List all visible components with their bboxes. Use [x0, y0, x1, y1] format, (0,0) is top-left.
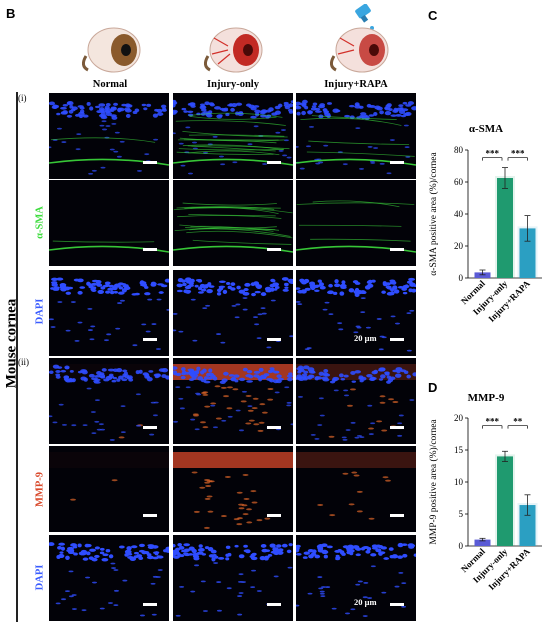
- scale-bar: [390, 161, 404, 164]
- scale-bar: [143, 248, 157, 251]
- chart-c-significance-label: ***: [511, 149, 525, 159]
- micrograph-tile: [296, 535, 416, 621]
- chart-d-y-axis-label: MMP-9 positive area (%)/cornea: [428, 419, 439, 545]
- micrograph-tile: [49, 270, 169, 356]
- injured-eye-icon: [203, 27, 263, 73]
- panel-b-letter: B: [6, 6, 16, 21]
- row-label-dapi-1: DAPI: [34, 298, 46, 325]
- column-label-injury-only: Injury-only: [207, 79, 259, 90]
- scale-bar: [267, 426, 281, 429]
- section-label-i: (i): [18, 93, 27, 103]
- micrograph-tile: [296, 358, 416, 444]
- micrograph-tile: [49, 535, 169, 621]
- micrograph-tile: [49, 180, 169, 266]
- chart-d-y-tick-label: 20: [454, 413, 464, 423]
- chart-d-bar: [474, 539, 491, 546]
- column-label-normal: Normal: [92, 79, 128, 90]
- micrograph-tile: [296, 270, 416, 356]
- side-bracket-line: [16, 92, 18, 622]
- chart-c-y-tick-label: 60: [454, 177, 464, 187]
- scale-bar: [143, 161, 157, 164]
- scale-bar: [267, 514, 281, 517]
- normal-eye-icon: [81, 27, 141, 73]
- panel-d-letter: D: [428, 380, 438, 395]
- chart-c-title: α-SMA: [468, 123, 504, 135]
- row-label-dapi-2: DAPI: [34, 564, 46, 591]
- scale-bar: [267, 161, 281, 164]
- micrograph-tile: [49, 446, 169, 532]
- chart-d-bar: [497, 456, 513, 546]
- section-label-ii: (ii): [18, 357, 29, 367]
- chart-d-y-tick-label: 10: [454, 477, 464, 487]
- scale-bar: [143, 603, 157, 606]
- scale-bar: [267, 338, 281, 341]
- chart-d-y-tick-label: 5: [459, 509, 464, 519]
- chart-d-bar: [519, 505, 536, 546]
- row-label-mmp9: MMP-9: [34, 472, 46, 507]
- chart-d-significance-label: **: [513, 417, 523, 427]
- micrograph-tile: [173, 180, 293, 266]
- chart-d-y-tick-label: 15: [454, 445, 464, 455]
- micrograph-tile: [296, 93, 416, 179]
- chart-c-bar: [474, 272, 491, 278]
- chart-c-y-tick-label: 80: [454, 145, 464, 155]
- scale-bar: [390, 603, 404, 606]
- micrograph-tile: [49, 358, 169, 444]
- micrograph-tile: [296, 180, 416, 266]
- scale-bar: [143, 426, 157, 429]
- chart-c-y-tick-label: 20: [454, 241, 464, 251]
- chart-c-y-axis-label: α-SMA positive area (%)/cornea: [428, 152, 439, 276]
- row-label-asma: α-SMA: [34, 206, 46, 239]
- rapa-treated-eye-icon: [329, 4, 389, 73]
- side-title: Mouse cornea: [3, 298, 20, 389]
- scale-bar: [390, 426, 404, 429]
- scale-bar: [143, 514, 157, 517]
- scale-bar: [390, 248, 404, 251]
- chart-c-bar: [497, 178, 513, 278]
- panel-c-letter: C: [428, 8, 438, 23]
- scale-label-1: 20 μm: [354, 333, 377, 343]
- micrograph-tile: [173, 535, 293, 621]
- chart-d-significance-label: ***: [486, 417, 500, 427]
- micrograph-tile: [296, 446, 416, 532]
- scale-bar: [267, 603, 281, 606]
- chart-c-bar: [519, 228, 536, 278]
- micrograph-tile: [49, 93, 169, 179]
- chart-d-y-tick-label: 0: [459, 541, 464, 551]
- micrograph-tile: [173, 93, 293, 179]
- row-label-merge-2: Merge: [34, 386, 46, 417]
- chart-c-y-tick-label: 40: [454, 209, 464, 219]
- scale-bar: [143, 338, 157, 341]
- chart-c-asma: α-SMA positive area (%)/cornea020406080N…: [428, 145, 542, 324]
- chart-d-title: MMP-9: [467, 392, 505, 404]
- micrograph-tile: [173, 270, 293, 356]
- row-label-merge-1: Merge: [34, 121, 46, 152]
- scale-bar: [267, 248, 281, 251]
- scale-label-2: 20 μm: [354, 597, 377, 607]
- chart-c-y-tick-label: 0: [459, 273, 464, 283]
- scale-bar: [390, 514, 404, 517]
- scale-bar: [390, 338, 404, 341]
- chart-c-significance-label: ***: [486, 149, 500, 159]
- micrograph-tile: [173, 358, 293, 444]
- column-label-injury-rapa: Injury+RAPA: [324, 79, 388, 90]
- micrograph-tile: [173, 446, 293, 532]
- chart-d-mmp9: MMP-9 positive area (%)/cornea05101520No…: [428, 413, 542, 592]
